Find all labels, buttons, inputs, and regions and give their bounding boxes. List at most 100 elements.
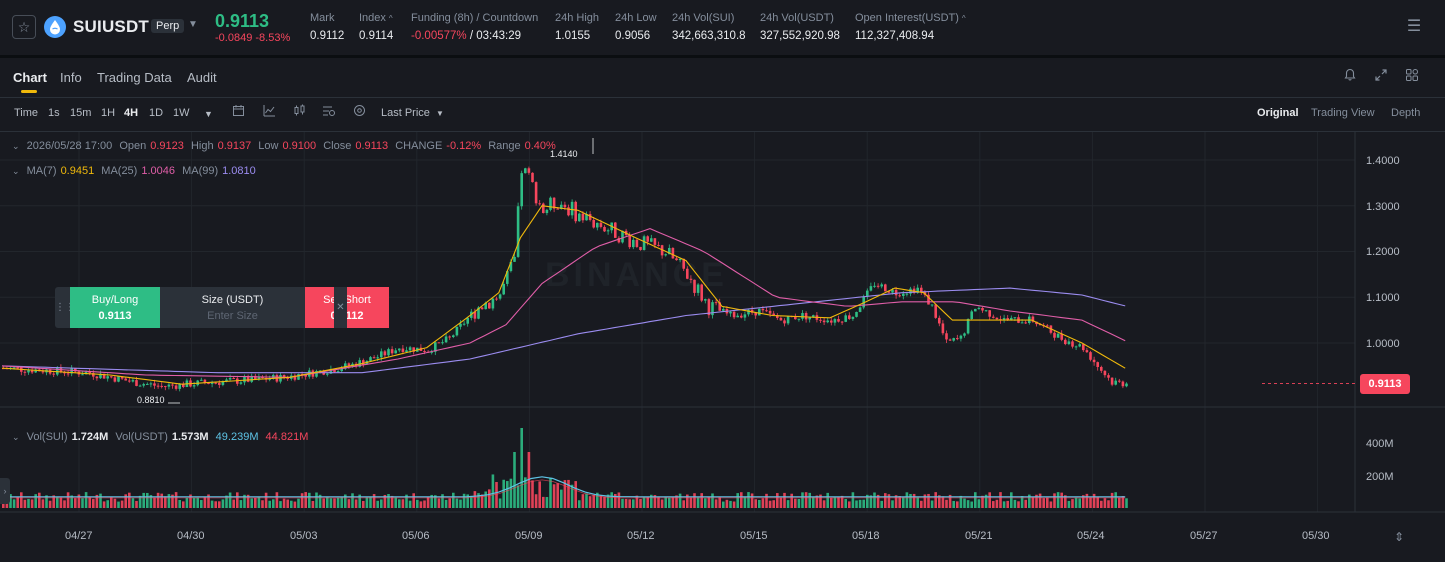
legend-collapse-icon[interactable]: ⌄ <box>12 141 20 151</box>
candle-body <box>297 374 300 380</box>
volume-bar <box>837 496 840 508</box>
sell-short-button[interactable]: Sell/Short 0.9112 <box>305 287 389 328</box>
volume-bar <box>585 493 588 508</box>
volume-bar <box>862 499 865 508</box>
volume-bar <box>956 501 959 508</box>
last-price-tag: 0.9113 <box>1360 374 1410 394</box>
candle-body <box>246 376 250 382</box>
volume-bar <box>311 500 315 508</box>
candle-body <box>801 313 804 319</box>
candle-body <box>268 378 271 380</box>
price-type-select[interactable]: Last Price ▼ <box>381 107 444 119</box>
size-input[interactable]: Enter Size <box>207 310 258 322</box>
indicator-icon[interactable] <box>260 104 278 122</box>
interval-4h[interactable]: 4H <box>124 107 139 119</box>
volume-bar <box>675 495 678 508</box>
candle-body <box>1114 380 1117 385</box>
close-widget-icon[interactable]: ✕ <box>334 287 347 328</box>
volume-bar <box>12 499 16 508</box>
ohlc-change-label: CHANGE <box>395 140 443 152</box>
symbol-dropdown-icon[interactable]: ▼ <box>188 19 198 30</box>
more-menu-icon[interactable]: ☰ <box>1406 18 1422 35</box>
volume-bar <box>574 481 577 508</box>
candle-body <box>52 373 55 375</box>
candle-body <box>714 302 718 304</box>
interval-1d[interactable]: 1D <box>149 107 164 119</box>
volume-bar <box>297 498 300 508</box>
expand-icon[interactable] <box>1371 67 1391 87</box>
candle-body <box>819 319 822 321</box>
volume-bar <box>113 498 117 508</box>
candle-body <box>920 287 923 292</box>
candle-body <box>257 376 261 379</box>
size-field[interactable]: Size (USDT) Enter Size <box>160 287 305 328</box>
candle-body <box>210 382 214 384</box>
buy-long-button[interactable]: Buy/Long 0.9113 <box>70 287 160 328</box>
candle-body <box>200 379 203 381</box>
candle-body <box>401 348 405 352</box>
candle-body <box>891 289 894 293</box>
candle-body <box>218 382 221 385</box>
interval-1w[interactable]: 1W <box>173 107 190 119</box>
symbol-name[interactable]: SUIUSDT <box>73 17 150 36</box>
stat-24h-vol-sui: 24h Vol(SUI) 342,663,310.8 <box>672 12 746 42</box>
candle-body <box>12 367 16 369</box>
candle-body <box>1053 332 1056 338</box>
volume-bar <box>412 493 415 508</box>
candle-type-icon[interactable] <box>290 104 308 122</box>
vol-usdt-value: 1.573M <box>171 431 209 443</box>
oi-info-icon[interactable]: ^ <box>961 14 966 23</box>
candlestick-chart[interactable] <box>0 132 1445 562</box>
tab-audit[interactable]: Audit <box>187 70 217 85</box>
interval-15m[interactable]: 15m <box>70 107 92 119</box>
view-original[interactable]: Original <box>1257 107 1299 119</box>
interval-dropdown-icon[interactable]: ▼ <box>204 109 213 119</box>
candle-body <box>506 271 509 284</box>
ma7-value: 0.9451 <box>60 165 95 177</box>
interval-1s[interactable]: 1s <box>48 107 60 119</box>
tab-trading-data[interactable]: Trading Data <box>97 70 172 85</box>
volume-bar <box>459 499 462 508</box>
layout-grid-icon[interactable] <box>1402 67 1422 87</box>
candle-body <box>923 291 927 295</box>
volume-bar <box>502 479 505 508</box>
interval-1h[interactable]: 1H <box>101 107 116 119</box>
bell-icon[interactable] <box>1340 67 1360 87</box>
calendar-icon[interactable] <box>229 104 247 122</box>
view-depth[interactable]: Depth <box>1391 107 1421 119</box>
volume-bar <box>1060 492 1063 508</box>
volume-bar <box>106 500 109 508</box>
settings-icon[interactable] <box>350 104 368 122</box>
time-label[interactable]: Time <box>14 107 39 119</box>
volume-bar <box>207 494 210 508</box>
volume-bar <box>509 478 513 508</box>
volume-bar <box>387 494 390 508</box>
view-trading-view[interactable]: Trading View <box>1311 107 1375 119</box>
ma25-label: MA(25) <box>101 165 138 177</box>
tab-info[interactable]: Info <box>60 70 82 85</box>
index-info-icon[interactable]: ^ <box>388 14 393 23</box>
volume-bar <box>779 497 783 508</box>
candle-body <box>293 375 297 380</box>
volume-bar <box>347 499 351 508</box>
fit-chart-icon[interactable]: ⇕ <box>1393 530 1405 544</box>
side-panel-handle-icon[interactable]: › <box>0 478 10 504</box>
volume-bar <box>538 481 541 508</box>
candle-body <box>488 302 491 309</box>
volume-bar <box>9 494 12 508</box>
volume-bar <box>401 499 405 508</box>
volume-bar <box>1038 493 1042 508</box>
volume-bar <box>851 492 855 508</box>
vol-collapse-icon[interactable]: ⌄ <box>12 432 20 442</box>
volume-bar <box>815 495 819 508</box>
price-type-label: Last Price <box>381 107 430 119</box>
ma-collapse-icon[interactable]: ⌄ <box>12 166 20 176</box>
candle-body <box>221 381 225 385</box>
drawing-tools-icon[interactable] <box>320 104 338 122</box>
favorite-star-icon[interactable]: ☆ <box>12 15 36 39</box>
candle-body <box>696 284 700 293</box>
volume-bar <box>981 495 984 508</box>
drag-handle-icon[interactable]: ⋮⋮ <box>55 302 75 313</box>
candle-body <box>192 385 196 387</box>
tab-chart[interactable]: Chart <box>13 70 47 85</box>
